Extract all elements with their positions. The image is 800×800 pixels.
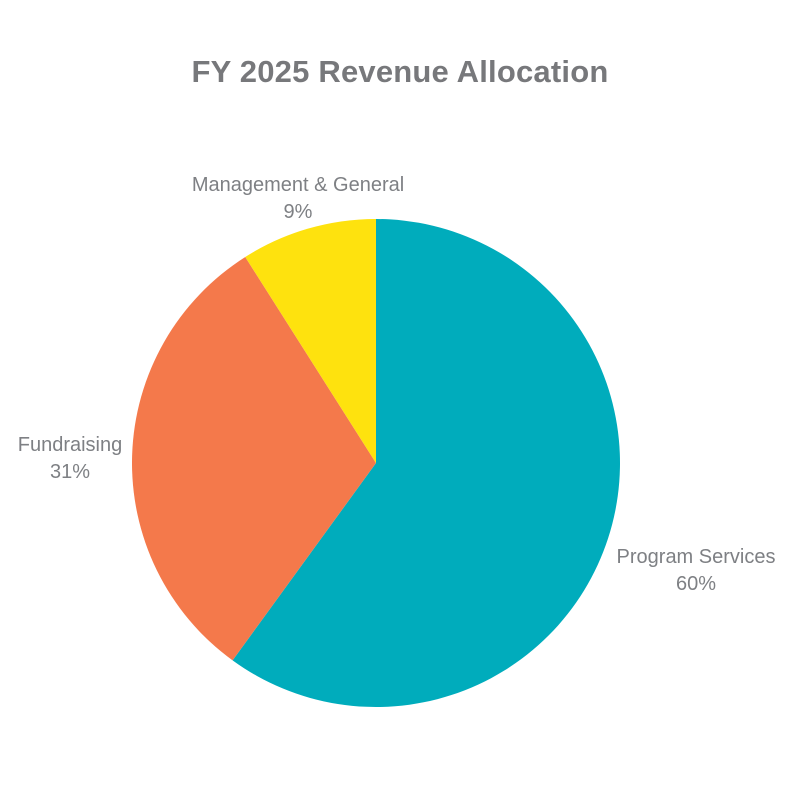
pie-slice-program-services <box>232 219 620 708</box>
slice-percent-text: 9% <box>283 201 313 223</box>
slice-percent-text: 31% <box>49 461 91 483</box>
slice-label-text: Management & General <box>191 174 405 196</box>
slice-label-management-general: Management & General 9% <box>192 172 404 226</box>
slice-percent-text: 60% <box>675 573 717 595</box>
slice-label-text: Program Services <box>616 546 776 568</box>
pie-slice-fundraising <box>131 256 376 661</box>
slice-label-text: Fundraising <box>17 434 123 456</box>
chart-title: FY 2025 Revenue Allocation <box>191 54 609 89</box>
pie-slices-group <box>131 219 620 708</box>
slice-label-program-services: Program Services 60% <box>617 544 776 598</box>
pie-slice-management-general <box>245 219 376 463</box>
slice-label-fundraising: Fundraising 31% <box>18 432 123 486</box>
